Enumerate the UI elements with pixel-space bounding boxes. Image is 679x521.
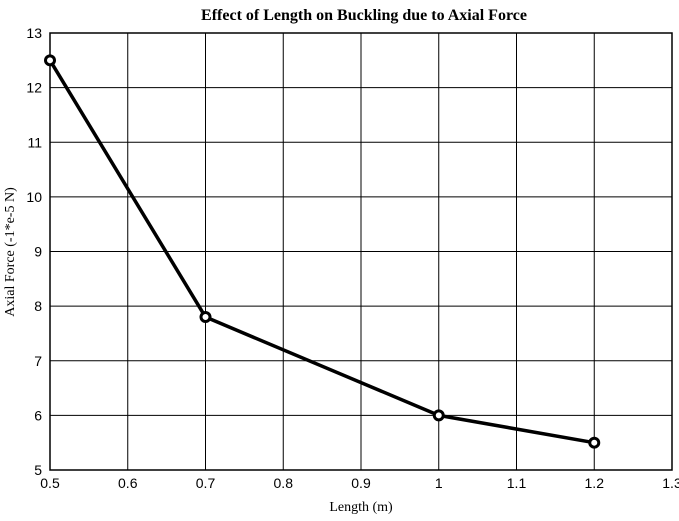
y-tick-label: 8 xyxy=(34,298,42,314)
data-point xyxy=(432,409,445,422)
series xyxy=(44,54,601,449)
y-tick-label: 12 xyxy=(26,80,42,96)
x-tick-label: 0.8 xyxy=(274,475,294,491)
y-tick-label: 13 xyxy=(26,25,42,41)
x-axis-label: Length (m) xyxy=(329,500,393,515)
y-tick-label: 10 xyxy=(26,189,42,205)
grid xyxy=(49,32,673,471)
series-line xyxy=(48,59,595,445)
y-tick-label: 11 xyxy=(27,134,42,150)
y-tick-label: 6 xyxy=(34,407,42,423)
x-tick-label: 1 xyxy=(435,475,443,491)
x-tick-label: 0.5 xyxy=(40,475,60,491)
x-tick-label: 0.6 xyxy=(118,475,138,491)
y-axis-label: Axial Force (-1*e-5 N) xyxy=(3,187,18,317)
y-tick-labels: 5 6 7 8 9 10 11 12 13 xyxy=(26,25,42,478)
x-tick-label: 0.9 xyxy=(351,475,371,491)
data-point xyxy=(588,436,601,449)
y-tick-label: 5 xyxy=(34,462,42,478)
x-tick-label: 1.2 xyxy=(585,475,605,491)
data-point xyxy=(44,54,56,67)
y-tick-label: 7 xyxy=(34,353,42,369)
x-tick-label: 1.1 xyxy=(507,475,527,491)
data-point xyxy=(199,311,212,324)
x-tick-labels: 0.5 0.6 0.7 0.8 0.9 1 1.1 1.2 1.3 xyxy=(40,475,679,491)
y-tick-label: 9 xyxy=(34,244,42,260)
x-tick-label: 0.7 xyxy=(196,475,216,491)
x-tick-label: 1.3 xyxy=(662,475,679,491)
chart-title: Effect of Length on Buckling due to Axia… xyxy=(201,7,527,24)
plot-frame xyxy=(49,32,673,471)
